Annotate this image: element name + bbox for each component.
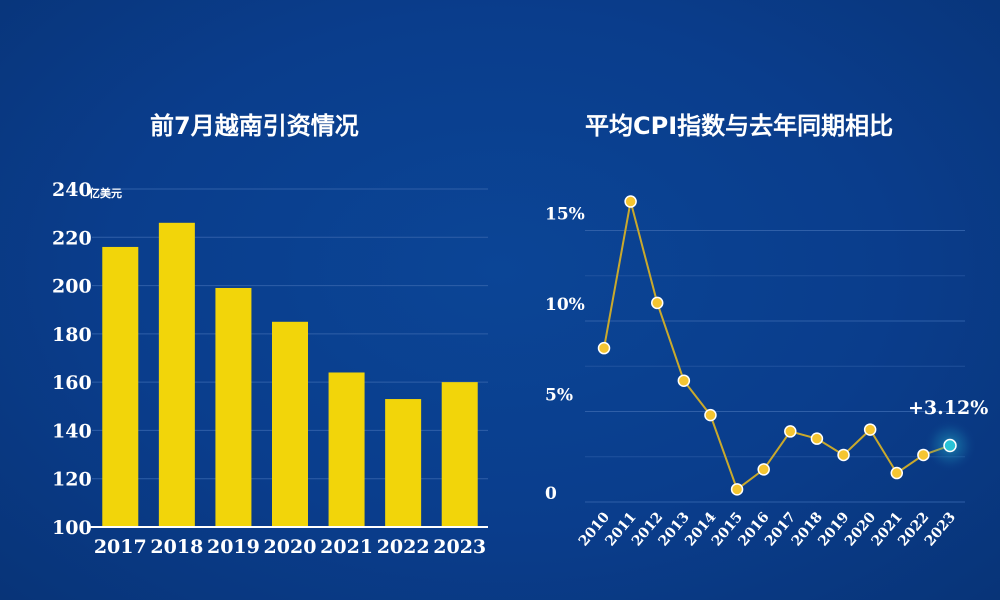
- cpi-annotation: +3.12%: [908, 397, 988, 419]
- bar-chart-title: 前7月越南引资情况: [150, 112, 359, 140]
- bar-y-tick-label: 180: [52, 324, 92, 346]
- bar-y-tick-label: 200: [52, 276, 92, 298]
- bar-x-tick-label: 2021: [320, 536, 373, 558]
- bar-y-tick-label: 240: [52, 179, 92, 201]
- bar-2020: [272, 321, 308, 527]
- line-chart: 05%10%15%+3.12%2010201120122013201420152…: [545, 195, 988, 549]
- cpi-point-2018: [810, 432, 824, 445]
- line-y-tick-label: 10%: [545, 295, 585, 315]
- cpi-point-2017: [784, 425, 797, 438]
- bar-2019: [215, 287, 252, 527]
- bar-2022: [385, 399, 422, 527]
- cpi-point-2021: [890, 466, 904, 480]
- cpi-point-2010: [597, 341, 611, 355]
- cpi-point-2023: [943, 438, 957, 453]
- line-y-tick-label: 5%: [545, 386, 573, 406]
- cpi-point-2019: [837, 448, 850, 462]
- bar-unit-label: 亿美元: [89, 186, 122, 200]
- bar-y-tick-label: 160: [52, 372, 92, 394]
- bar-2018: [158, 222, 195, 528]
- bar-x-tick-label: 2020: [264, 536, 317, 558]
- bar-x-tick-label: 2017: [94, 536, 147, 558]
- bar-y-tick-label: 100: [52, 517, 92, 539]
- bar-y-tick-label: 220: [52, 227, 92, 249]
- cpi-point-2015: [730, 483, 744, 496]
- line-y-tick-label: 15%: [545, 205, 585, 225]
- bar-x-tick-label: 2019: [207, 536, 260, 558]
- cpi-point-2016: [757, 463, 770, 476]
- bar-2023: [441, 382, 478, 527]
- bar-y-tick-label: 120: [52, 469, 92, 491]
- cpi-point-2011: [624, 195, 637, 208]
- bar-2021: [328, 372, 365, 527]
- cpi-point-2014: [704, 408, 717, 422]
- line-chart-title: 平均CPI指数与去年同期相比: [585, 112, 894, 140]
- bar-x-tick-label: 2022: [377, 536, 430, 558]
- cpi-point-2020: [863, 423, 877, 436]
- cpi-line: [603, 201, 951, 491]
- bar-x-tick-label: 2023: [433, 536, 486, 558]
- line-y-tick-label: 0: [545, 484, 557, 504]
- bar-2017: [102, 246, 139, 527]
- cpi-point-2012: [650, 296, 664, 310]
- bar-y-tick-label: 140: [52, 420, 92, 442]
- cpi-point-2022: [917, 448, 930, 462]
- cpi-point-2013: [677, 374, 691, 387]
- bar-x-tick-label: 2018: [150, 536, 203, 558]
